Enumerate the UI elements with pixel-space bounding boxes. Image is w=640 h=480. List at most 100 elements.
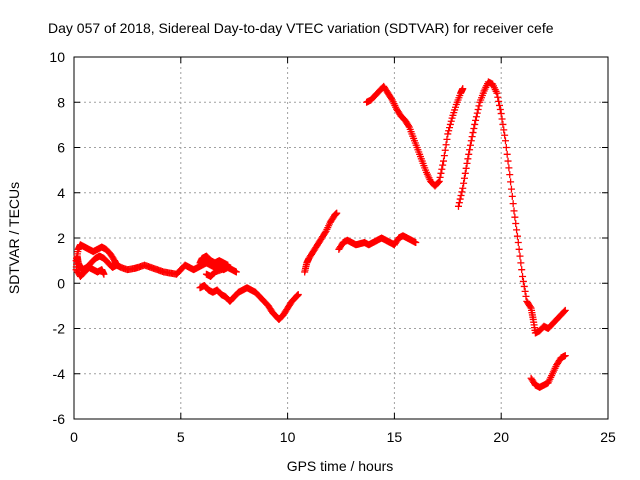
data-point <box>503 150 511 158</box>
series-segment-g <box>454 78 569 337</box>
data-point <box>333 209 341 217</box>
data-point <box>498 115 506 123</box>
data-point <box>434 178 442 186</box>
data-point <box>466 141 474 149</box>
data-point <box>470 124 478 132</box>
data-point <box>466 146 474 154</box>
data-point <box>522 292 530 300</box>
data-point <box>561 352 569 360</box>
data-point <box>502 144 510 151</box>
data-point <box>511 213 519 221</box>
series-segment-b <box>196 252 232 280</box>
series-segment-d <box>301 209 341 276</box>
series-segment-e <box>335 232 420 253</box>
data-point <box>519 277 527 285</box>
series-loop-early <box>72 241 121 280</box>
data-point <box>495 101 503 109</box>
series-segment-f <box>363 82 467 190</box>
data-points <box>72 78 569 391</box>
data-point <box>509 200 517 208</box>
data-point <box>496 105 504 113</box>
data-point <box>510 207 518 215</box>
data-point <box>469 129 477 137</box>
grid <box>74 57 608 419</box>
data-point <box>460 174 468 182</box>
x-tick-label: 10 <box>280 429 296 445</box>
y-tick-label: 6 <box>57 140 65 156</box>
data-point <box>493 89 501 97</box>
data-point <box>464 155 472 163</box>
y-tick-label: 8 <box>57 94 65 110</box>
data-point <box>561 306 569 314</box>
x-tick-label: 25 <box>600 429 616 445</box>
y-tick-label: 0 <box>57 275 65 291</box>
data-point <box>473 109 481 117</box>
x-tick-label: 15 <box>387 429 403 445</box>
x-tick-label: 5 <box>177 429 185 445</box>
data-point <box>495 97 503 105</box>
data-point <box>516 252 524 260</box>
data-point <box>506 171 514 179</box>
data-point <box>100 270 108 278</box>
data-point <box>437 169 445 177</box>
axis-ticks: 0 5 10 15 20 25 -6 -4 -2 0 2 4 6 8 10 <box>49 49 616 445</box>
data-point <box>232 268 240 276</box>
data-point <box>500 126 508 134</box>
data-point <box>497 110 505 118</box>
data-point <box>462 164 470 172</box>
data-point <box>458 188 466 196</box>
data-point <box>508 192 516 200</box>
data-point <box>436 173 444 181</box>
data-point <box>504 157 512 165</box>
x-axis-label: GPS time / hours <box>287 458 394 474</box>
data-point <box>454 202 462 210</box>
data-point <box>404 122 412 130</box>
data-point <box>463 159 471 167</box>
data-point <box>435 177 443 185</box>
data-point <box>440 152 448 160</box>
data-point <box>294 291 302 299</box>
data-point <box>202 270 210 278</box>
data-point <box>501 137 509 145</box>
data-point <box>499 120 507 128</box>
data-point <box>514 239 522 247</box>
data-point <box>439 161 447 169</box>
data-point <box>441 146 449 154</box>
data-point <box>459 184 467 192</box>
data-point <box>459 85 467 93</box>
data-point <box>505 164 513 172</box>
data-point <box>513 232 521 240</box>
series-segment-c <box>196 282 302 323</box>
data-point <box>455 199 463 207</box>
data-point <box>519 272 527 280</box>
data-point <box>447 117 455 125</box>
data-point <box>518 266 526 274</box>
data-point <box>440 157 448 165</box>
data-point <box>438 165 446 173</box>
data-point <box>444 130 452 138</box>
data-point <box>460 179 468 187</box>
data-point <box>472 113 480 121</box>
data-point <box>461 169 469 177</box>
data-point <box>445 127 453 135</box>
data-point <box>443 135 451 143</box>
data-point <box>507 185 515 193</box>
data-point <box>472 116 480 124</box>
data-point <box>465 150 473 158</box>
y-tick-label: -4 <box>53 366 66 382</box>
y-axis-label: SDTVAR / TECUs <box>6 182 22 294</box>
data-point <box>446 120 454 128</box>
x-tick-label: 20 <box>493 429 509 445</box>
data-point <box>475 102 483 110</box>
data-point <box>494 93 502 101</box>
data-point <box>471 120 479 128</box>
y-tick-label: 2 <box>57 230 65 246</box>
data-point <box>446 124 454 132</box>
chart-title: Day 057 of 2018, Sidereal Day-to-day VTE… <box>48 20 554 36</box>
data-point <box>512 220 520 228</box>
data-point <box>412 239 420 247</box>
y-tick-label: -2 <box>53 321 66 337</box>
y-tick-label: 4 <box>57 185 65 201</box>
data-point <box>517 259 525 267</box>
